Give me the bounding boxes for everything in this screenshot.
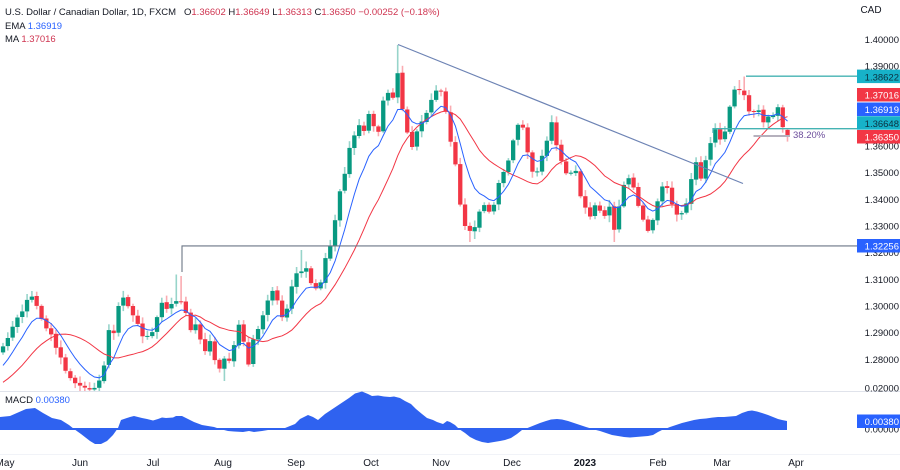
svg-text:1.38622: 1.38622 — [865, 72, 899, 83]
svg-text:Aug: Aug — [214, 458, 232, 469]
svg-text:Jun: Jun — [72, 458, 88, 469]
svg-text:O1.36602 H1.36649 L1.36313 C1.: O1.36602 H1.36649 L1.36313 C1.36350 −0.0… — [184, 7, 440, 18]
svg-text:1.37016: 1.37016 — [865, 91, 899, 102]
svg-text:Sep: Sep — [287, 458, 305, 469]
svg-text:Oct: Oct — [363, 458, 379, 469]
svg-text:1.33000: 1.33000 — [865, 222, 899, 233]
svg-text:2023: 2023 — [574, 458, 597, 469]
svg-text:1.36000: 1.36000 — [865, 142, 899, 153]
svg-text:1.36648: 1.36648 — [865, 119, 899, 130]
svg-text:U.S. Dollar / Canadian Dollar,: U.S. Dollar / Canadian Dollar, 1D, FXCM — [5, 7, 176, 18]
svg-text:Feb: Feb — [649, 458, 667, 469]
svg-text:Jul: Jul — [147, 458, 160, 469]
svg-text:1.36350: 1.36350 — [865, 133, 899, 144]
svg-text:May: May — [0, 458, 14, 469]
svg-text:Mar: Mar — [713, 458, 731, 469]
svg-text:Apr: Apr — [788, 458, 804, 469]
svg-text:MA 1.37016: MA 1.37016 — [5, 34, 56, 45]
svg-text:1.28000: 1.28000 — [865, 355, 899, 366]
svg-text:EMA 1.36919: EMA 1.36919 — [5, 21, 62, 32]
svg-text:1.40000: 1.40000 — [865, 35, 899, 46]
svg-text:MACD 0.00380: MACD 0.00380 — [5, 395, 70, 406]
svg-text:38.20%: 38.20% — [793, 130, 826, 141]
svg-text:0.00000: 0.00000 — [865, 425, 899, 436]
svg-text:1.35000: 1.35000 — [865, 168, 899, 179]
svg-text:0.02000: 0.02000 — [865, 384, 899, 395]
svg-text:1.39000: 1.39000 — [865, 62, 899, 73]
svg-text:1.34000: 1.34000 — [865, 195, 899, 206]
svg-text:0.00380: 0.00380 — [865, 417, 899, 428]
svg-text:1.29000: 1.29000 — [865, 328, 899, 339]
svg-text:1.32256: 1.32256 — [865, 242, 899, 253]
svg-text:1.32000: 1.32000 — [865, 248, 899, 259]
svg-text:1.30000: 1.30000 — [865, 302, 899, 313]
svg-text:1.36919: 1.36919 — [865, 105, 899, 116]
svg-text:CAD: CAD — [860, 5, 881, 16]
svg-text:Dec: Dec — [503, 458, 521, 469]
svg-text:Nov: Nov — [432, 458, 450, 469]
svg-text:1.31000: 1.31000 — [865, 275, 899, 286]
